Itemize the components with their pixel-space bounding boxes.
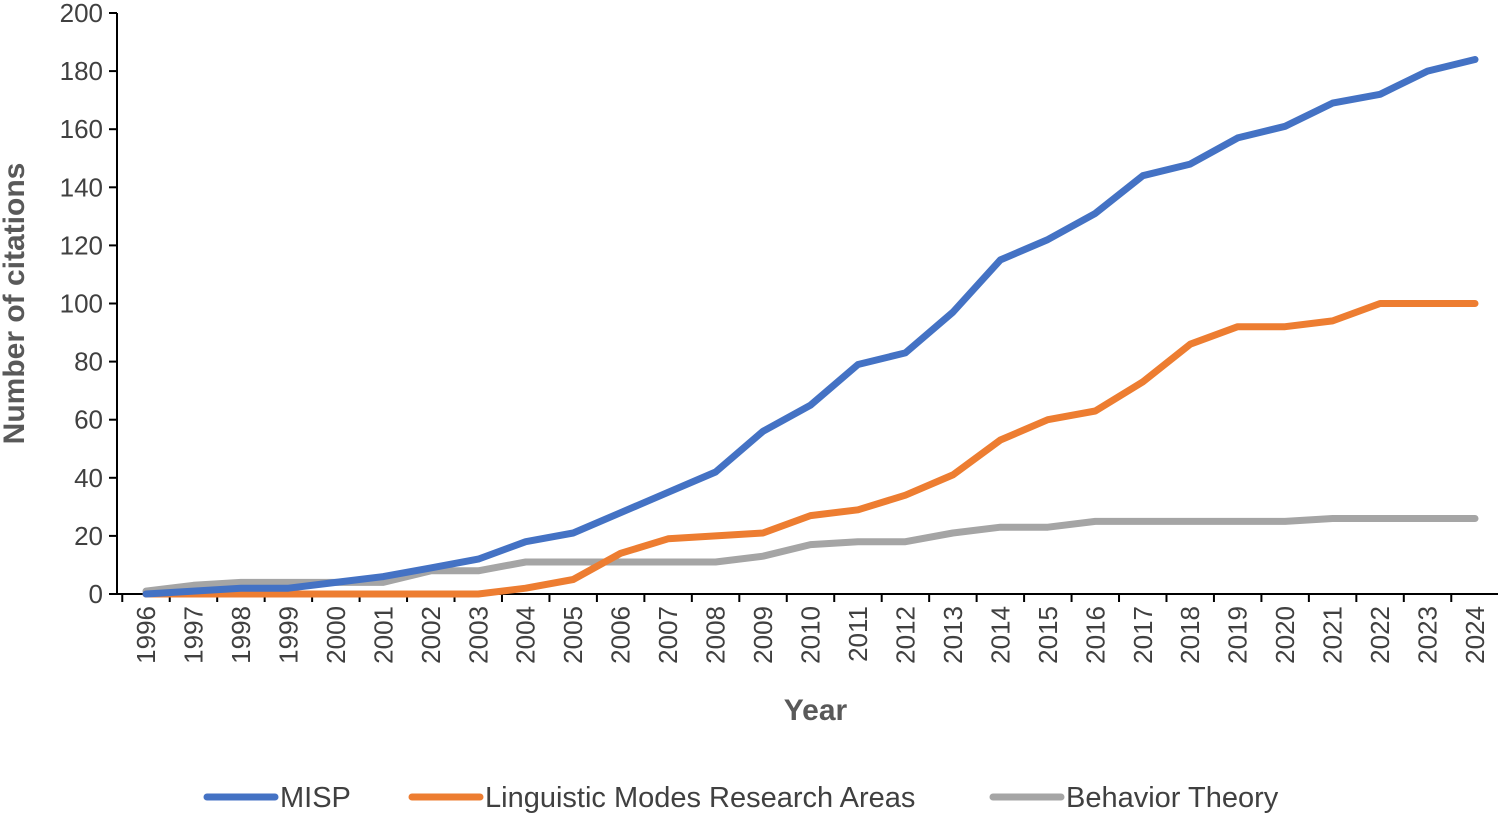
x-tick-label: 2014	[985, 606, 1015, 664]
x-tick-label: 1996	[131, 606, 161, 664]
y-tick-label: 160	[60, 114, 103, 144]
x-tick-label: 2016	[1080, 606, 1110, 664]
x-tick-label: 2015	[1033, 606, 1063, 664]
x-tick-label: 2007	[653, 606, 683, 664]
series-line-linguistic-modes-research-areas	[142, 300, 1479, 598]
legend-label: Behavior Theory	[1066, 782, 1279, 813]
y-tick-label: 200	[60, 0, 103, 28]
y-tick-label: 120	[60, 230, 103, 260]
y-tick-label: 60	[74, 405, 103, 435]
x-tick-label: 2013	[938, 606, 968, 664]
series-line-misp	[142, 56, 1479, 598]
x-tick-label: 2009	[748, 606, 778, 664]
y-axis-title: Number of citations	[0, 163, 31, 445]
x-tick-label: 2005	[558, 606, 588, 664]
legend-label: Linguistic Modes Research Areas	[485, 782, 915, 813]
legend-label: MISP	[280, 782, 351, 813]
x-tick-label: 2021	[1318, 606, 1348, 664]
x-tick-label: 2017	[1128, 606, 1158, 664]
x-tick-label: 2008	[701, 606, 731, 664]
x-tick-label: 2003	[463, 606, 493, 664]
y-tick-label: 140	[60, 172, 103, 202]
y-tick-label: 0	[89, 579, 103, 609]
x-tick-label: 1997	[178, 606, 208, 664]
x-tick-label: 2001	[368, 606, 398, 664]
y-axis-ticks: 0 20 40 60 80 100 120 140 160 180 200	[60, 0, 117, 609]
x-tick-label: 2006	[606, 606, 636, 664]
series-lines	[142, 56, 1479, 598]
x-tick-label: 2000	[321, 606, 351, 664]
x-tick-label: 2011	[843, 606, 873, 662]
x-tick-label: 2022	[1365, 606, 1395, 664]
x-axis-ticks: 1996 1997 1998 1999 2000 2001 2002 2003 2004 2005…	[121, 594, 1490, 664]
x-tick-label: 2004	[511, 606, 541, 664]
y-tick-label: 80	[74, 347, 103, 377]
x-tick-label: 2024	[1460, 606, 1490, 664]
x-axis-title: Year	[784, 694, 848, 727]
x-tick-label: 2020	[1270, 606, 1300, 664]
x-tick-label: 2018	[1175, 606, 1205, 664]
y-tick-label: 40	[74, 463, 103, 493]
x-tick-label: 1998	[226, 606, 256, 664]
y-tick-label: 20	[74, 521, 103, 551]
y-tick-label: 100	[60, 289, 103, 319]
x-tick-label: 2010	[796, 606, 826, 664]
x-tick-label: 2012	[890, 606, 920, 664]
x-tick-label: 2002	[416, 606, 446, 664]
x-tick-label: 2019	[1223, 606, 1253, 664]
x-tick-label: 1999	[273, 606, 303, 664]
series-line-behavior-theory	[142, 515, 1479, 595]
y-tick-label: 180	[60, 56, 103, 86]
legend: MISP Linguistic Modes Research Areas Behav…	[203, 782, 1279, 813]
x-tick-label: 2023	[1413, 606, 1443, 664]
